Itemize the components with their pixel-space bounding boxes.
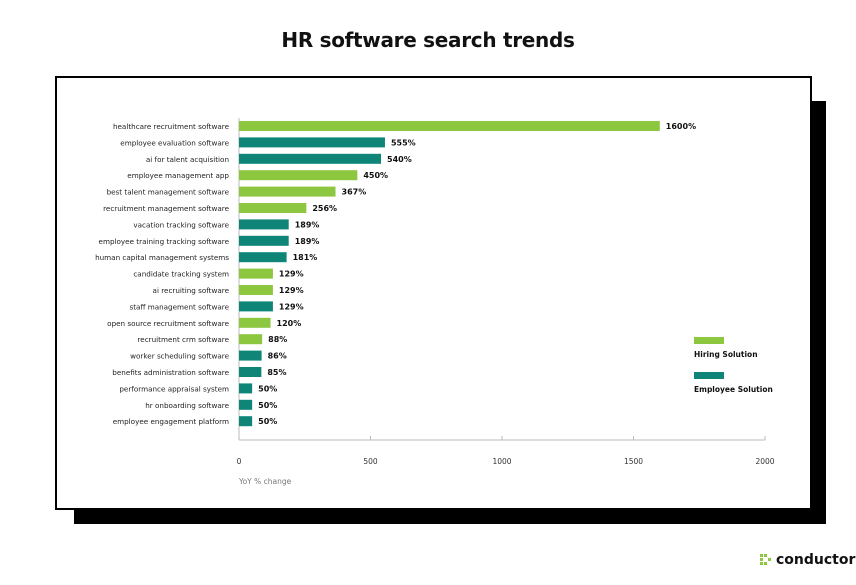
bar [239, 203, 307, 213]
bar [239, 317, 271, 328]
bar [239, 170, 358, 181]
category-label: hr onboarding software [145, 401, 229, 410]
data-label: 367% [342, 188, 367, 197]
category-label: recruitment management software [103, 204, 229, 213]
category-label: human capital management systems [95, 253, 229, 262]
brand-name: conductor [776, 552, 856, 568]
data-label: 50% [258, 417, 277, 426]
bar [239, 383, 253, 394]
category-label: ai recruiting software [153, 286, 230, 295]
data-label: 50% [258, 384, 277, 393]
category-label: benefits administration software [112, 368, 229, 377]
x-axis-label: YoY % change [238, 477, 292, 486]
data-label: 129% [279, 286, 304, 295]
data-label: 540% [387, 155, 412, 164]
data-label: 181% [293, 253, 318, 262]
category-label: employee management app [127, 171, 229, 180]
chart-card: healthcare recruitment software 1600% empl… [55, 76, 812, 510]
bar [239, 121, 660, 131]
chart-title: HR software search trends [281, 28, 575, 52]
bar [239, 252, 287, 263]
legend-label: Hiring Solution [694, 350, 758, 359]
brand-logo: conductor [760, 550, 855, 570]
bar [239, 219, 289, 230]
x-tick-label: 1000 [492, 457, 511, 466]
x-tick-label: 1500 [624, 457, 643, 466]
bar [239, 416, 253, 427]
category-label: vacation tracking software [133, 220, 229, 229]
category-label: employee evaluation software [120, 138, 229, 147]
data-label: 189% [295, 237, 320, 246]
bar [239, 334, 263, 345]
category-label: performance appraisal system [119, 384, 229, 393]
bar [239, 137, 385, 148]
category-label: open source recruitment software [107, 319, 229, 328]
bar-chart: healthcare recruitment software 1600% empl… [95, 118, 775, 486]
bar [239, 285, 273, 295]
category-label: recruitment crm software [137, 335, 229, 344]
data-label: 85% [267, 368, 286, 377]
x-tick-label: 2000 [755, 457, 774, 466]
bar [239, 301, 273, 312]
x-tick-label: 500 [363, 457, 378, 466]
data-label: 129% [279, 270, 304, 279]
x-tick-label: 0 [237, 457, 242, 466]
category-label: employee engagement platform [113, 417, 229, 426]
legend-swatch [694, 337, 724, 344]
bar [239, 153, 382, 164]
category-label: candidate tracking system [133, 270, 229, 279]
data-label: 189% [295, 220, 320, 229]
category-label: staff management software [129, 302, 229, 311]
data-label: 86% [268, 352, 287, 361]
data-label: 120% [277, 319, 302, 328]
conductor-logo-icon [760, 554, 771, 565]
data-label: 1600% [666, 122, 696, 131]
data-label: 88% [268, 335, 287, 344]
data-label: 129% [279, 302, 304, 311]
data-label: 450% [363, 171, 388, 180]
category-label: ai for talent acquisition [146, 155, 229, 164]
category-label: worker scheduling software [130, 352, 229, 361]
bar [239, 268, 273, 279]
category-label: best talent management software [107, 188, 230, 197]
data-label: 555% [391, 138, 416, 147]
data-label: 50% [258, 401, 277, 410]
category-label: healthcare recruitment software [113, 122, 230, 131]
bar [239, 399, 253, 410]
bar [239, 350, 262, 361]
legend-label: Employee Solution [694, 385, 773, 394]
bar [239, 186, 336, 197]
data-label: 256% [312, 204, 337, 213]
legend-swatch [694, 372, 724, 379]
category-label: employee training tracking software [99, 237, 230, 246]
bar [239, 367, 262, 377]
bar [239, 235, 289, 246]
